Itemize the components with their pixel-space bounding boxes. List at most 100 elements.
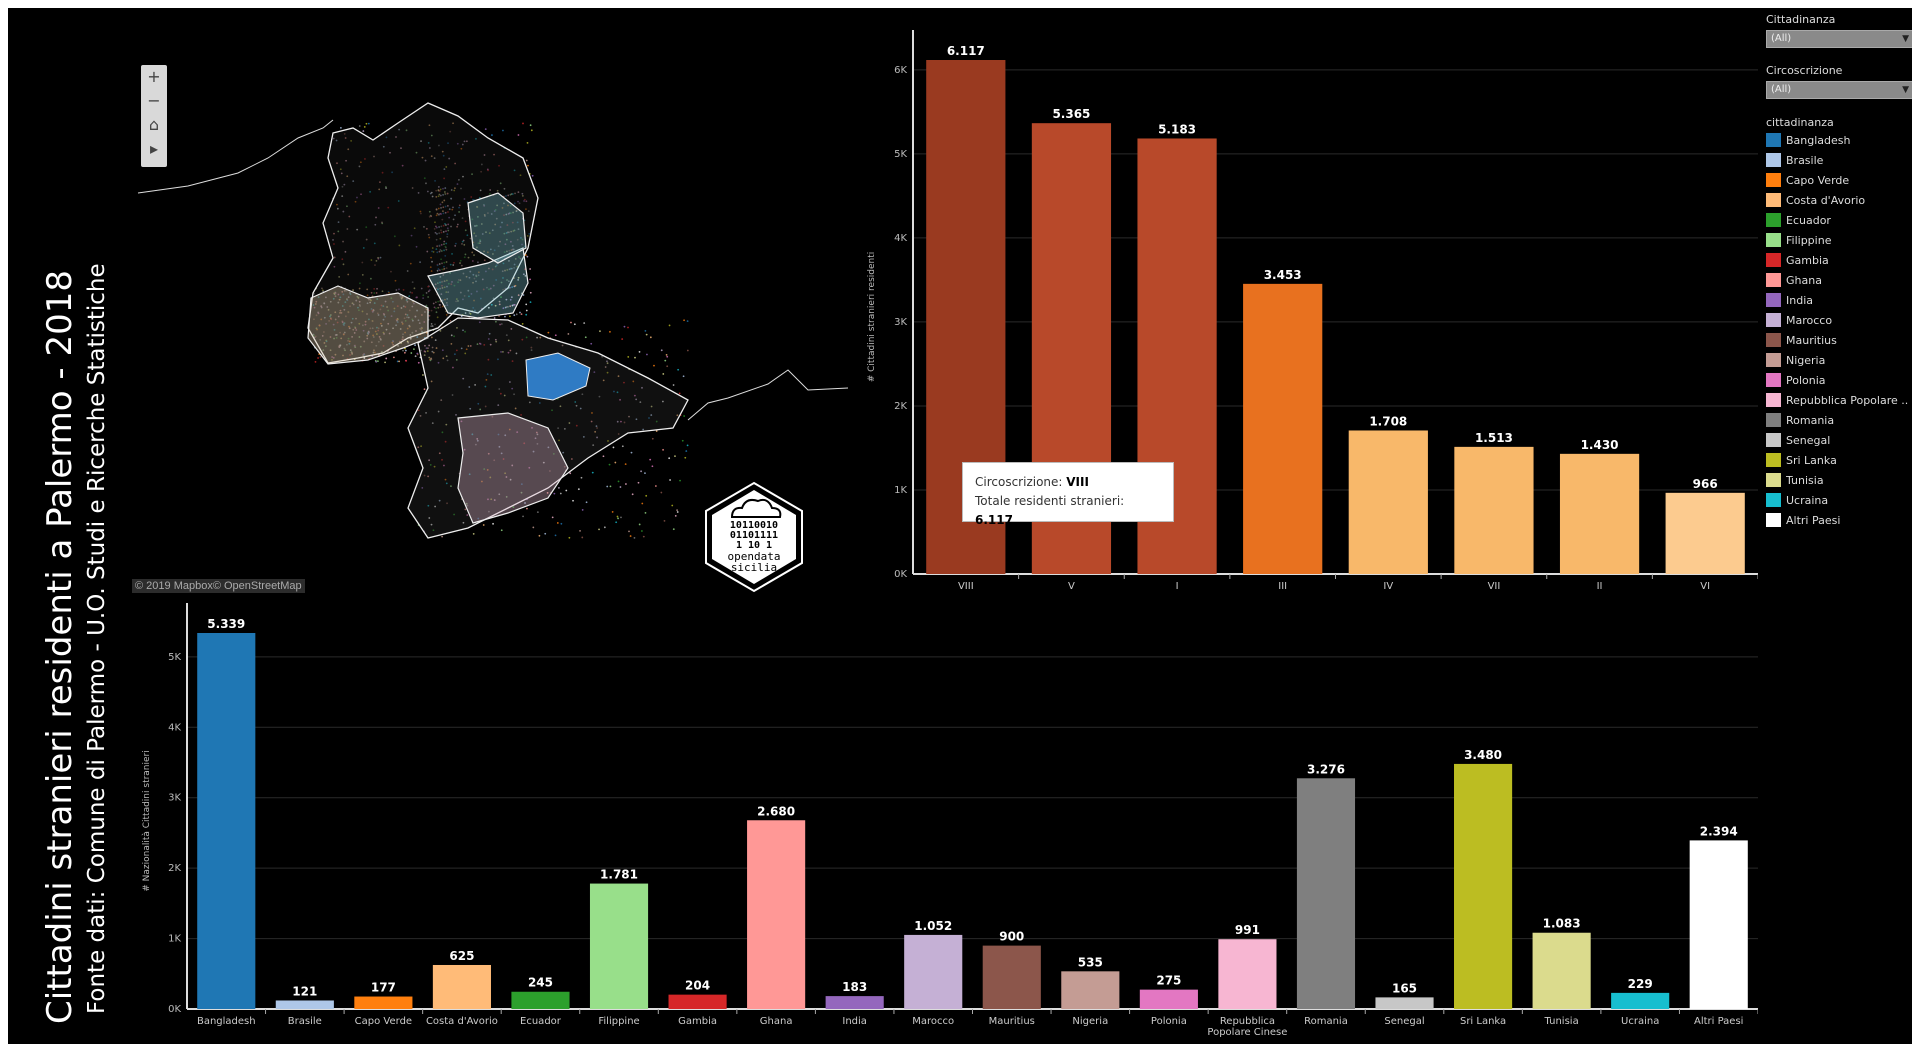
district-highlight[interactable]	[525, 352, 591, 401]
dashboard-frame: Cittadini stranieri residenti a Palermo …	[8, 8, 1912, 1044]
bar[interactable]	[1532, 932, 1591, 1009]
bar[interactable]	[1611, 992, 1670, 1009]
legend-item[interactable]: Filippine	[1766, 230, 1912, 250]
bar[interactable]	[1454, 763, 1513, 1009]
legend-swatch	[1766, 273, 1781, 287]
map-point	[575, 424, 578, 427]
map-point	[507, 305, 509, 308]
legend-item[interactable]: Costa d'Avorio	[1766, 190, 1912, 210]
legend-item[interactable]: Polonia	[1766, 370, 1912, 390]
legend-item[interactable]: Senegal	[1766, 430, 1912, 450]
bar[interactable]	[1139, 989, 1198, 1009]
legend-label: Mauritius	[1786, 333, 1837, 347]
bar[interactable]	[904, 934, 963, 1009]
bar[interactable]	[275, 1000, 334, 1009]
x-tick-label: Popolare Cinese	[1207, 1027, 1287, 1038]
district-west[interactable]	[307, 285, 429, 365]
bar[interactable]	[1454, 446, 1534, 574]
bar[interactable]	[1296, 778, 1356, 1009]
legend-swatch	[1766, 313, 1781, 327]
home-icon[interactable]: ⌂	[148, 115, 160, 134]
map-point	[405, 360, 408, 362]
bar-value-label: 245	[528, 976, 553, 990]
map-point	[497, 358, 499, 361]
logo-text: 1 10 1	[736, 540, 772, 551]
circoscrizione-select[interactable]: (All) ▼	[1766, 81, 1912, 99]
map-point	[628, 415, 630, 418]
legend-item[interactable]: Ghana	[1766, 270, 1912, 290]
legend-label: Polonia	[1786, 373, 1826, 387]
map-point	[653, 364, 655, 367]
map-point	[598, 528, 600, 531]
legend-item[interactable]: Nigeria	[1766, 350, 1912, 370]
legend-item[interactable]: Brasile	[1766, 150, 1912, 170]
map-point	[384, 361, 386, 364]
map-point	[476, 438, 479, 440]
legend-item[interactable]: Capo Verde	[1766, 170, 1912, 190]
legend-item[interactable]: Marocco	[1766, 310, 1912, 330]
map-point	[650, 405, 653, 408]
zoom-in-button[interactable]: +	[147, 67, 161, 86]
legend-item[interactable]: Bangladesh	[1766, 130, 1912, 150]
legend-item[interactable]: Sri Lanka	[1766, 450, 1912, 470]
map-point	[441, 431, 444, 434]
legend-item[interactable]: Mauritius	[1766, 330, 1912, 350]
district-north[interactable]	[467, 192, 527, 264]
map-point	[510, 328, 513, 330]
palermo-map[interactable]	[128, 8, 858, 600]
legend-item[interactable]: Romania	[1766, 410, 1912, 430]
legend-item[interactable]: Repubblica Popolare ..	[1766, 390, 1912, 410]
bar[interactable]	[1665, 492, 1745, 574]
map-attribution[interactable]: © 2019 Mapbox© OpenStreetMap	[132, 579, 305, 593]
map-point	[639, 401, 642, 404]
zoom-out-button[interactable]: −	[147, 91, 161, 110]
map-point	[513, 314, 516, 317]
district-southwest[interactable]	[457, 412, 569, 524]
map-point	[451, 394, 454, 396]
district-outline[interactable]	[307, 102, 539, 364]
map-point	[644, 472, 646, 474]
bar[interactable]	[668, 994, 727, 1009]
district-center[interactable]	[427, 247, 529, 319]
map-point	[621, 338, 624, 340]
bar-value-label: 275	[1156, 974, 1181, 988]
bar[interactable]	[197, 633, 256, 1009]
legend-item[interactable]: Tunisia	[1766, 470, 1912, 490]
bar-value-label: 535	[1078, 955, 1103, 969]
map-point	[517, 276, 520, 279]
map-point	[529, 301, 532, 303]
bar[interactable]	[354, 996, 413, 1009]
bar[interactable]	[1559, 453, 1640, 574]
bar[interactable]	[1061, 971, 1120, 1009]
bar[interactable]	[1243, 283, 1323, 574]
map-point	[491, 415, 494, 418]
bar[interactable]	[747, 820, 806, 1009]
bar[interactable]	[1218, 939, 1277, 1009]
bar[interactable]	[1689, 840, 1748, 1009]
bar[interactable]	[982, 945, 1041, 1009]
map-point	[529, 124, 532, 127]
map-point	[525, 313, 528, 316]
bar[interactable]	[1375, 997, 1434, 1009]
bar[interactable]	[511, 991, 570, 1009]
map-point	[509, 381, 511, 383]
legend-item[interactable]: Gambia	[1766, 250, 1912, 270]
legend-item[interactable]: Ucraina	[1766, 490, 1912, 510]
map-point	[471, 433, 474, 436]
legend-item[interactable]: Ecuador	[1766, 210, 1912, 230]
map-point	[520, 313, 523, 316]
expand-icon[interactable]: ▸	[149, 139, 159, 158]
bar[interactable]	[432, 964, 491, 1009]
map-point	[577, 488, 580, 491]
map-point	[479, 408, 482, 411]
legend-item[interactable]: India	[1766, 290, 1912, 310]
map-point	[662, 373, 665, 375]
map-point	[591, 471, 594, 474]
legend-item[interactable]: Altri Paesi	[1766, 510, 1912, 530]
bar[interactable]	[825, 996, 884, 1009]
cittadinanza-select[interactable]: (All) ▼	[1766, 30, 1912, 48]
bar[interactable]	[1348, 430, 1428, 574]
map-point	[431, 346, 434, 349]
bar[interactable]	[589, 883, 649, 1009]
map-point	[440, 399, 443, 402]
